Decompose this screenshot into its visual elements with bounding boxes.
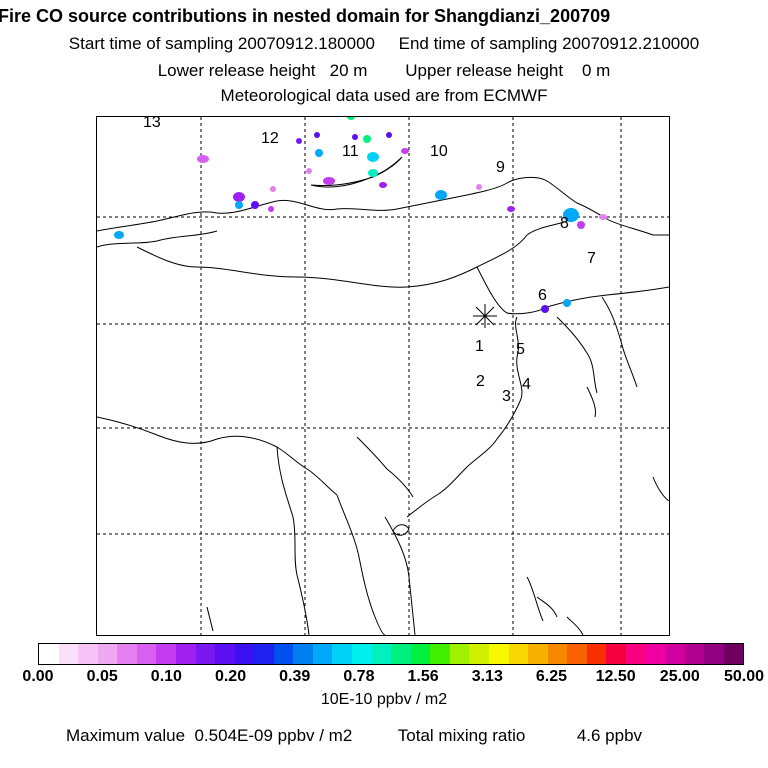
region-label: 5 xyxy=(516,341,525,358)
colorbar-swatch xyxy=(136,644,157,664)
grid-lines xyxy=(97,117,669,635)
colorbar-tick-label: 0.39 xyxy=(279,668,311,685)
total-mixing-value: 4.6 ppbv xyxy=(576,726,643,745)
colorbar-tick-label: 12.50 xyxy=(595,668,636,685)
colorbar-tick-label: 0.20 xyxy=(214,668,247,685)
region-label: 3 xyxy=(502,388,511,405)
colorbar-swatch xyxy=(645,644,665,664)
colorbar-swatch xyxy=(469,644,489,664)
colorbar-tick-label: 1.56 xyxy=(407,668,439,685)
colorbar-tick-label: 0.78 xyxy=(343,668,375,685)
colorbar-swatch xyxy=(391,644,411,664)
colorbar-swatch xyxy=(508,644,529,664)
colorbar-swatch xyxy=(78,644,98,664)
colorbar-swatch xyxy=(704,644,724,664)
max-value-label: Maximum value 0.504E-09 ppbv / m2 xyxy=(66,726,353,745)
colorbar-tick-label: 6.25 xyxy=(535,668,568,685)
region-label: 12 xyxy=(261,130,279,147)
colorbar-tick-label: 50.00 xyxy=(723,668,765,685)
colorbar-swatch xyxy=(293,644,313,664)
colorbar-swatch xyxy=(410,644,431,664)
colorbar-swatch xyxy=(97,644,118,664)
region-label: 6 xyxy=(538,287,547,304)
colorbar-swatch xyxy=(488,644,509,664)
boundaries xyxy=(97,176,669,635)
colorbar-swatch xyxy=(332,644,352,664)
colorbar-swatch xyxy=(586,644,607,664)
colorbar-swatch xyxy=(215,644,235,664)
colorbar-swatch xyxy=(567,644,587,664)
page-title: Fire CO source contributions in nested d… xyxy=(0,6,611,26)
region-label: 1 xyxy=(475,338,484,355)
colorbar-swatch xyxy=(254,644,274,664)
colorbar-swatch xyxy=(684,644,705,664)
met-source: Meteorological data used are from ECMWF xyxy=(220,86,548,105)
region-label: 8 xyxy=(560,215,569,232)
colorbar-swatch xyxy=(606,644,626,664)
colorbar-swatch xyxy=(528,644,548,664)
colorbar-swatch xyxy=(39,644,59,664)
colorbar-swatch xyxy=(234,644,255,664)
region-label: 10 xyxy=(430,143,448,160)
colorbar-swatch xyxy=(430,644,450,664)
colorbar-swatch xyxy=(547,644,568,664)
lake xyxy=(310,156,403,188)
colorbar-tick-label: 25.00 xyxy=(659,668,700,685)
colorbar-swatch xyxy=(449,644,470,664)
fire-hotspots xyxy=(114,117,607,313)
colorbar-swatch xyxy=(58,644,79,664)
colorbar-swatch xyxy=(625,644,646,664)
colorbar-tick-label: 3.13 xyxy=(471,668,503,685)
region-label: 2 xyxy=(476,373,485,390)
total-mixing-label: Total mixing ratio xyxy=(397,726,526,745)
colorbar-swatch xyxy=(273,644,294,664)
colorbar-swatch xyxy=(195,644,216,664)
region-label: 13 xyxy=(143,114,161,131)
release-heights: Lower release height 20 m Upper release … xyxy=(157,61,611,80)
colorbar-swatch xyxy=(352,644,372,664)
region-label: 9 xyxy=(496,159,505,176)
region-label: 7 xyxy=(587,250,596,267)
colorbar-tick-label: 0.00 xyxy=(22,668,54,685)
colorbar-unit: 10E-10 ppbv / m2 xyxy=(320,691,448,708)
footer: Maximum value 0.504E-09 ppbv / m2 Total … xyxy=(66,726,642,746)
region-label: 4 xyxy=(522,376,531,393)
colorbar-swatch xyxy=(312,644,333,664)
colorbar-swatch xyxy=(665,644,685,664)
receptor-asterisk-icon xyxy=(473,304,497,328)
colorbar xyxy=(38,643,744,665)
colorbar-swatch xyxy=(156,644,176,664)
colorbar-swatch xyxy=(371,644,392,664)
region-label: 11 xyxy=(342,143,359,160)
colorbar-swatch xyxy=(117,644,137,664)
map-svg xyxy=(97,117,669,635)
colorbar-swatch xyxy=(723,644,744,664)
colorbar-tick-label: 0.10 xyxy=(150,668,182,685)
colorbar-tick-label: 0.05 xyxy=(86,668,118,685)
sampling-times: Start time of sampling 20070912.180000 E… xyxy=(68,34,700,53)
colorbar-swatch xyxy=(175,644,196,664)
map-frame: 1 2 3 4 5 6 7 8 9 10 11 12 13 xyxy=(96,114,670,636)
